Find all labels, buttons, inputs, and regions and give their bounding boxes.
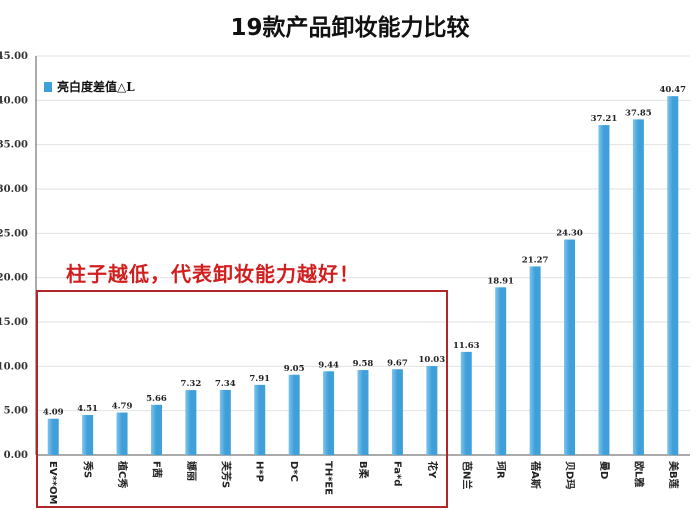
x-tick-label: 贝D玛 (564, 461, 576, 489)
data-label: 9.58 (353, 359, 374, 369)
x-tick-label: 曼D (598, 461, 610, 479)
bar (323, 371, 335, 455)
x-tick-label: EV**OM (47, 461, 58, 505)
y-tick-label: 20.00 (0, 273, 28, 284)
bar (185, 390, 197, 455)
x-tick-label: B柔 (357, 461, 369, 480)
data-label: 5.66 (146, 394, 167, 404)
y-tick-label: 30.00 (0, 184, 28, 195)
x-tick-label: 植C秀 (116, 460, 129, 488)
data-label: 7.91 (249, 374, 270, 384)
data-label: 37.85 (625, 108, 652, 118)
data-label: 21.27 (522, 255, 549, 265)
data-label: 4.09 (43, 408, 64, 418)
x-tick-label: 娜丽 (185, 461, 198, 481)
x-tick-label: TH*EE (323, 461, 334, 495)
bar (391, 369, 403, 455)
annotation-note: 柱子越低，代表卸妆能力越好！ (66, 262, 360, 286)
x-tick-label: 芙芳S (219, 460, 232, 488)
bar (116, 412, 128, 455)
y-tick-label: 10.00 (0, 361, 28, 372)
bar (460, 351, 472, 455)
bar (357, 370, 369, 455)
bar (288, 374, 300, 455)
bar (219, 389, 231, 455)
x-tick-label: 美B莲 (667, 461, 680, 489)
bar (47, 418, 59, 455)
legend-swatch (44, 81, 52, 92)
data-label: 9.05 (284, 364, 305, 374)
bar (564, 239, 576, 455)
bar (632, 119, 644, 455)
bar (150, 404, 162, 455)
chart-title: 19款产品卸妆能力比较 (230, 15, 470, 41)
x-tick-label: 欧L雅 (632, 461, 645, 487)
x-tick-label: Fa*d (391, 461, 402, 486)
x-tick-label: 花Y (426, 461, 439, 479)
y-tick-label: 25.00 (0, 228, 28, 239)
x-tick-label: 秀S (82, 460, 95, 478)
bar (495, 287, 507, 455)
x-tick-label: 珂R (495, 461, 507, 479)
bar (598, 125, 610, 455)
x-tick-label: 芭N兰 (460, 461, 473, 489)
y-tick-label: 35.00 (0, 140, 28, 151)
bar (667, 96, 679, 455)
data-label: 7.34 (215, 379, 236, 389)
x-tick-label: 蓓A斯 (529, 460, 542, 489)
data-label: 40.47 (659, 85, 686, 95)
data-label: 24.30 (556, 229, 583, 239)
data-label: 4.51 (77, 404, 98, 414)
legend-label: 亮白度差值△L (57, 80, 135, 94)
x-tick-label: H*P (254, 461, 265, 482)
x-tick-label: F茜 (150, 461, 163, 478)
data-label: 7.32 (181, 379, 202, 389)
data-label: 9.44 (318, 360, 339, 370)
bar (529, 266, 541, 455)
data-label: 4.79 (112, 402, 133, 412)
data-label: 11.63 (453, 341, 480, 351)
y-tick-label: 40.00 (0, 95, 28, 106)
highlight-box (36, 290, 448, 508)
x-tick-label: D*C (288, 461, 299, 482)
bar (82, 415, 94, 455)
bar (254, 384, 266, 455)
data-label: 9.67 (387, 358, 408, 368)
y-tick-label: 0.00 (4, 450, 28, 461)
y-tick-label: 5.00 (4, 406, 28, 417)
y-tick-label: 15.00 (0, 317, 28, 328)
legend: 亮白度差值△L (44, 78, 135, 95)
y-tick-label: 45.00 (0, 51, 28, 62)
bar (426, 366, 438, 455)
data-label: 10.03 (419, 355, 446, 365)
data-label: 37.21 (591, 114, 618, 124)
data-label: 18.91 (487, 276, 514, 286)
